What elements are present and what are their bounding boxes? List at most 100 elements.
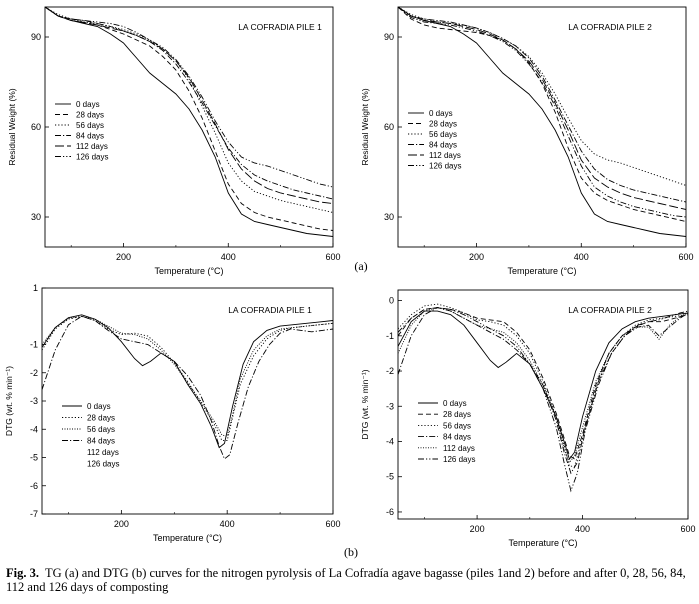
plot-frame [397,289,689,520]
chart-tg2: 200 400 600 30 60 90 Temperature (°C) Residual … [360,6,694,276]
series-line-84-days [42,315,333,460]
x-tick-label: 600 [325,252,340,262]
series-line-126-days [45,7,333,188]
x-axis-label: Temperature (°C) [508,538,577,548]
legend-label: 84 days [87,437,115,446]
legend-label: 0 days [87,402,111,411]
y-tick-label: -6 [30,481,38,491]
legend-label: 0 days [429,109,453,118]
y-tick-label: -3 [30,396,38,406]
chart-title: LA COFRADIA PILE 1 [228,305,312,315]
y-tick-label: -1 [386,331,394,341]
y-tick-label: -7 [30,509,38,519]
legend-label: 112 days [76,142,108,151]
series-line-0-days [45,7,333,237]
legend-label: 0 days [443,399,467,408]
x-tick-label: 400 [221,252,236,262]
legend-label: 0 days [76,100,100,109]
series-line-112-days [398,7,686,210]
y-tick-label: -4 [30,424,38,434]
x-tick-label: 200 [469,252,484,262]
y-axis-label: DTG (wt. % min⁻¹) [4,366,14,436]
legend-label: 126 days [76,153,108,162]
y-tick-label: 0 [389,296,394,306]
y-tick-label: 90 [384,32,394,42]
series-line-56-days [398,303,688,467]
y-tick-label: -1 [30,340,38,350]
legend-label: 112 days [87,448,119,457]
panel-label-a: (a) [354,259,367,273]
y-tick-label: -4 [386,436,394,446]
series-line-126-days [398,7,686,218]
legend-label: 28 days [429,120,457,129]
legend-label: 84 days [443,433,471,442]
legend-label: 112 days [443,444,475,453]
y-tick-label: 60 [31,122,41,132]
y-axis-label: Residual Weight (%) [7,88,17,165]
legend-label: 28 days [87,414,115,423]
x-axis-label: Temperature (°C) [153,533,222,543]
legend-label: 28 days [443,410,471,419]
y-tick-label: 30 [31,212,41,222]
x-tick-label: 400 [574,252,589,262]
y-tick-label: 90 [31,32,41,42]
x-tick-label: 400 [220,519,235,529]
chart-title: LA COFRADIA PILE 1 [238,22,322,32]
legend-label: 126 days [87,460,119,469]
legend-label: 84 days [76,132,104,141]
legend-label: 126 days [429,162,461,171]
series-line-126-days [398,307,688,493]
x-axis-label: Temperature (°C) [507,266,576,276]
series-line-28-days [398,307,688,460]
x-tick-label: 600 [680,524,695,534]
plot-frame [41,287,334,515]
caption-label: Fig. 3. [6,566,39,580]
series-line-56-days [45,7,333,213]
legend-label: 112 days [429,151,461,160]
chart-title: LA COFRADIA PILE 2 [568,22,652,32]
series-line-84-days [398,7,686,203]
legend-label: 126 days [443,455,475,464]
legend-label: 56 days [429,130,457,139]
chart-title: LA COFRADIA PILE 2 [568,305,652,315]
y-tick-label: 60 [384,122,394,132]
y-tick-label: -6 [386,507,394,517]
x-tick-label: 200 [470,524,485,534]
caption-text: TG (a) and DTG (b) curves for the nitrog… [6,566,686,594]
legend-label: 56 days [76,121,104,130]
chart-dtg2: 200 400 600 0 -1 -2 -3 -4 -5 -6 Temperature (°C) DT… [360,289,696,548]
x-tick-label: 200 [114,519,129,529]
series-line-0-days [398,310,688,461]
y-tick-label: 30 [384,212,394,222]
series-line-28-days [42,315,333,442]
x-tick-label: 200 [116,252,131,262]
x-tick-label: 600 [325,519,340,529]
y-tick-label: -5 [386,472,394,482]
chart-tg1: 200 400 600 30 60 90 Temperature (°C) Residual … [7,6,341,276]
y-tick-label: -3 [386,401,394,411]
legend-label: 56 days [87,425,115,434]
y-axis-label: Residual Weight (%) [360,88,370,165]
legend-label: 84 days [429,141,457,150]
series-line-112-days [45,7,333,204]
y-tick-label: -2 [30,368,38,378]
series-line-0-days [42,314,333,449]
x-tick-label: 600 [678,252,693,262]
series-line-84-days [398,307,688,475]
x-tick-label: 400 [575,524,590,534]
y-tick-label: 1 [33,283,38,293]
chart-dtg1: 200 400 600 1 -1 -2 -3 -4 -5 -6 -7 Temperature (°C)… [4,283,341,543]
series-line-0-days [398,7,686,237]
series-line-112-days [398,307,688,464]
x-axis-label: Temperature (°C) [154,266,223,276]
panel-label-b: (b) [344,545,358,559]
series-line-56-days [398,7,686,186]
y-tick-label: -5 [30,453,38,463]
series-line-28-days [398,7,686,222]
figure-caption: Fig. 3. TG (a) and DTG (b) curves for th… [6,566,696,594]
legend-label: 28 days [76,111,104,120]
y-axis-label: DTG (wt. % min⁻¹) [360,369,370,439]
series-line-84-days [45,7,333,200]
y-tick-label: -2 [386,366,394,376]
